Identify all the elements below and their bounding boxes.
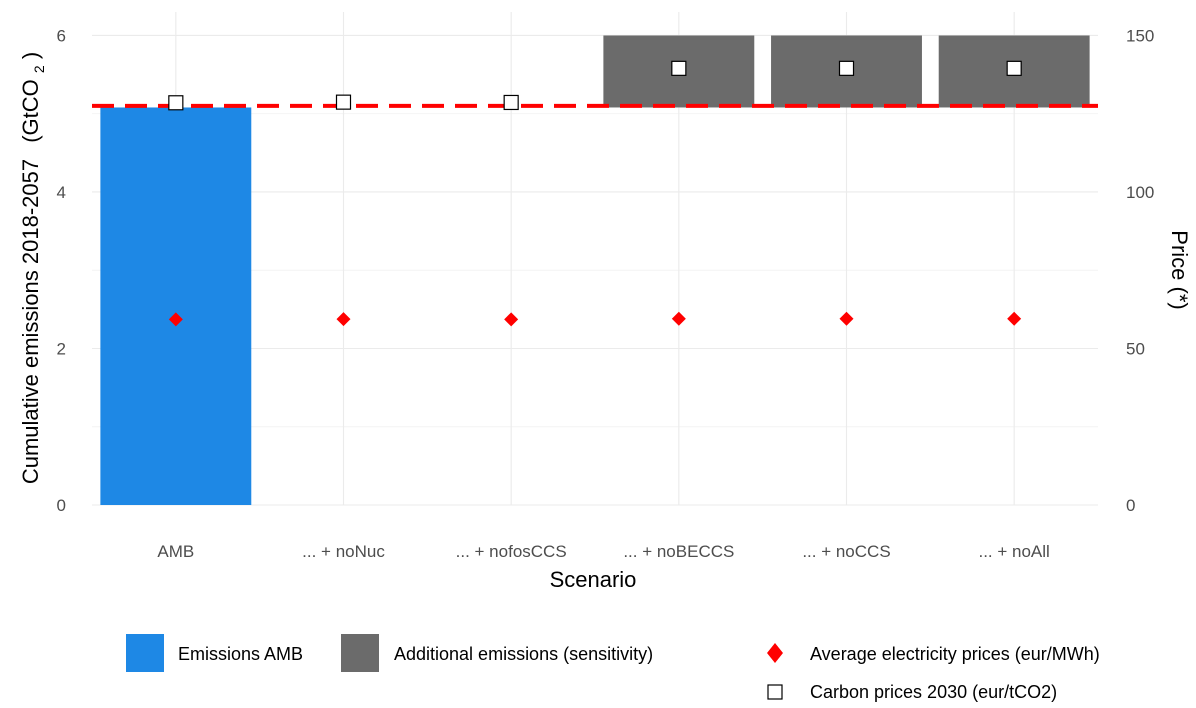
legend-key-electricity-price: [767, 643, 783, 663]
point-electricity-price-0: [168, 312, 183, 327]
x-tick: ... + noBECCS: [623, 542, 734, 561]
y-tick-right: 100: [1126, 183, 1154, 202]
y-tick-right: 50: [1126, 339, 1145, 358]
y-axis-left-unit-sub: 2: [31, 65, 47, 73]
y-axis-left-unit-suffix: ): [18, 52, 43, 59]
y-tick-right: 150: [1126, 26, 1154, 45]
legend-label-emissions-amb: Emissions AMB: [178, 644, 303, 664]
point-electricity-price-2: [504, 312, 519, 327]
y-tick-left: 6: [57, 26, 66, 45]
bar-emissions-amb-0: [100, 107, 252, 505]
point-carbon-price-2: [503, 94, 519, 111]
y-axis-left-unit-prefix: (GtCO: [18, 79, 43, 143]
point-carbon-price-5: [1006, 60, 1022, 76]
legend-label-electricity-price: Average electricity prices (eur/MWh): [810, 644, 1100, 664]
tick-labels: 0 2 4 6 0 50 100 150 AMB ... + noNuc ... + nofosCC…: [57, 26, 1155, 561]
point-carbon-price-0: [168, 95, 184, 111]
point-carbon-price-3: [671, 60, 687, 76]
x-tick: AMB: [157, 542, 194, 561]
x-tick: ... + noNuc: [302, 542, 385, 561]
legend-key-additional-emissions: [341, 634, 379, 672]
x-tick: ... + noAll: [978, 542, 1049, 561]
y-axis-right-title: Price (*): [1167, 230, 1192, 309]
y-tick-left: 2: [57, 339, 66, 358]
legend-key-carbon-price: [767, 684, 783, 700]
y-tick-left: 4: [57, 183, 66, 202]
y-axis-left-title: Cumulative emissions 2018-2057 (GtCO 2 ): [18, 52, 49, 484]
legend-key-emissions-amb: [126, 634, 164, 672]
legend: Emissions AMB Additional emissions (sens…: [126, 634, 1100, 702]
point-electricity-price-4: [839, 311, 854, 326]
point-electricity-price-1: [336, 312, 351, 327]
x-tick: ... + noCCS: [802, 542, 890, 561]
point-electricity-price-3: [671, 311, 686, 326]
legend-label-carbon-price: Carbon prices 2030 (eur/tCO2): [810, 682, 1057, 702]
y-axis-left-title-main: Cumulative emissions 2018-2057: [18, 159, 43, 484]
y-tick-right: 0: [1126, 496, 1135, 515]
x-axis-title: Scenario: [550, 567, 637, 592]
legend-label-additional-emissions: Additional emissions (sensitivity): [394, 644, 653, 664]
point-carbon-price-1: [335, 94, 352, 110]
point-electricity-price-5: [1007, 311, 1022, 326]
x-tick: ... + nofosCCS: [456, 542, 567, 561]
point-carbon-price-4: [838, 60, 855, 76]
points: [168, 60, 1022, 327]
y-tick-left: 0: [57, 496, 66, 515]
